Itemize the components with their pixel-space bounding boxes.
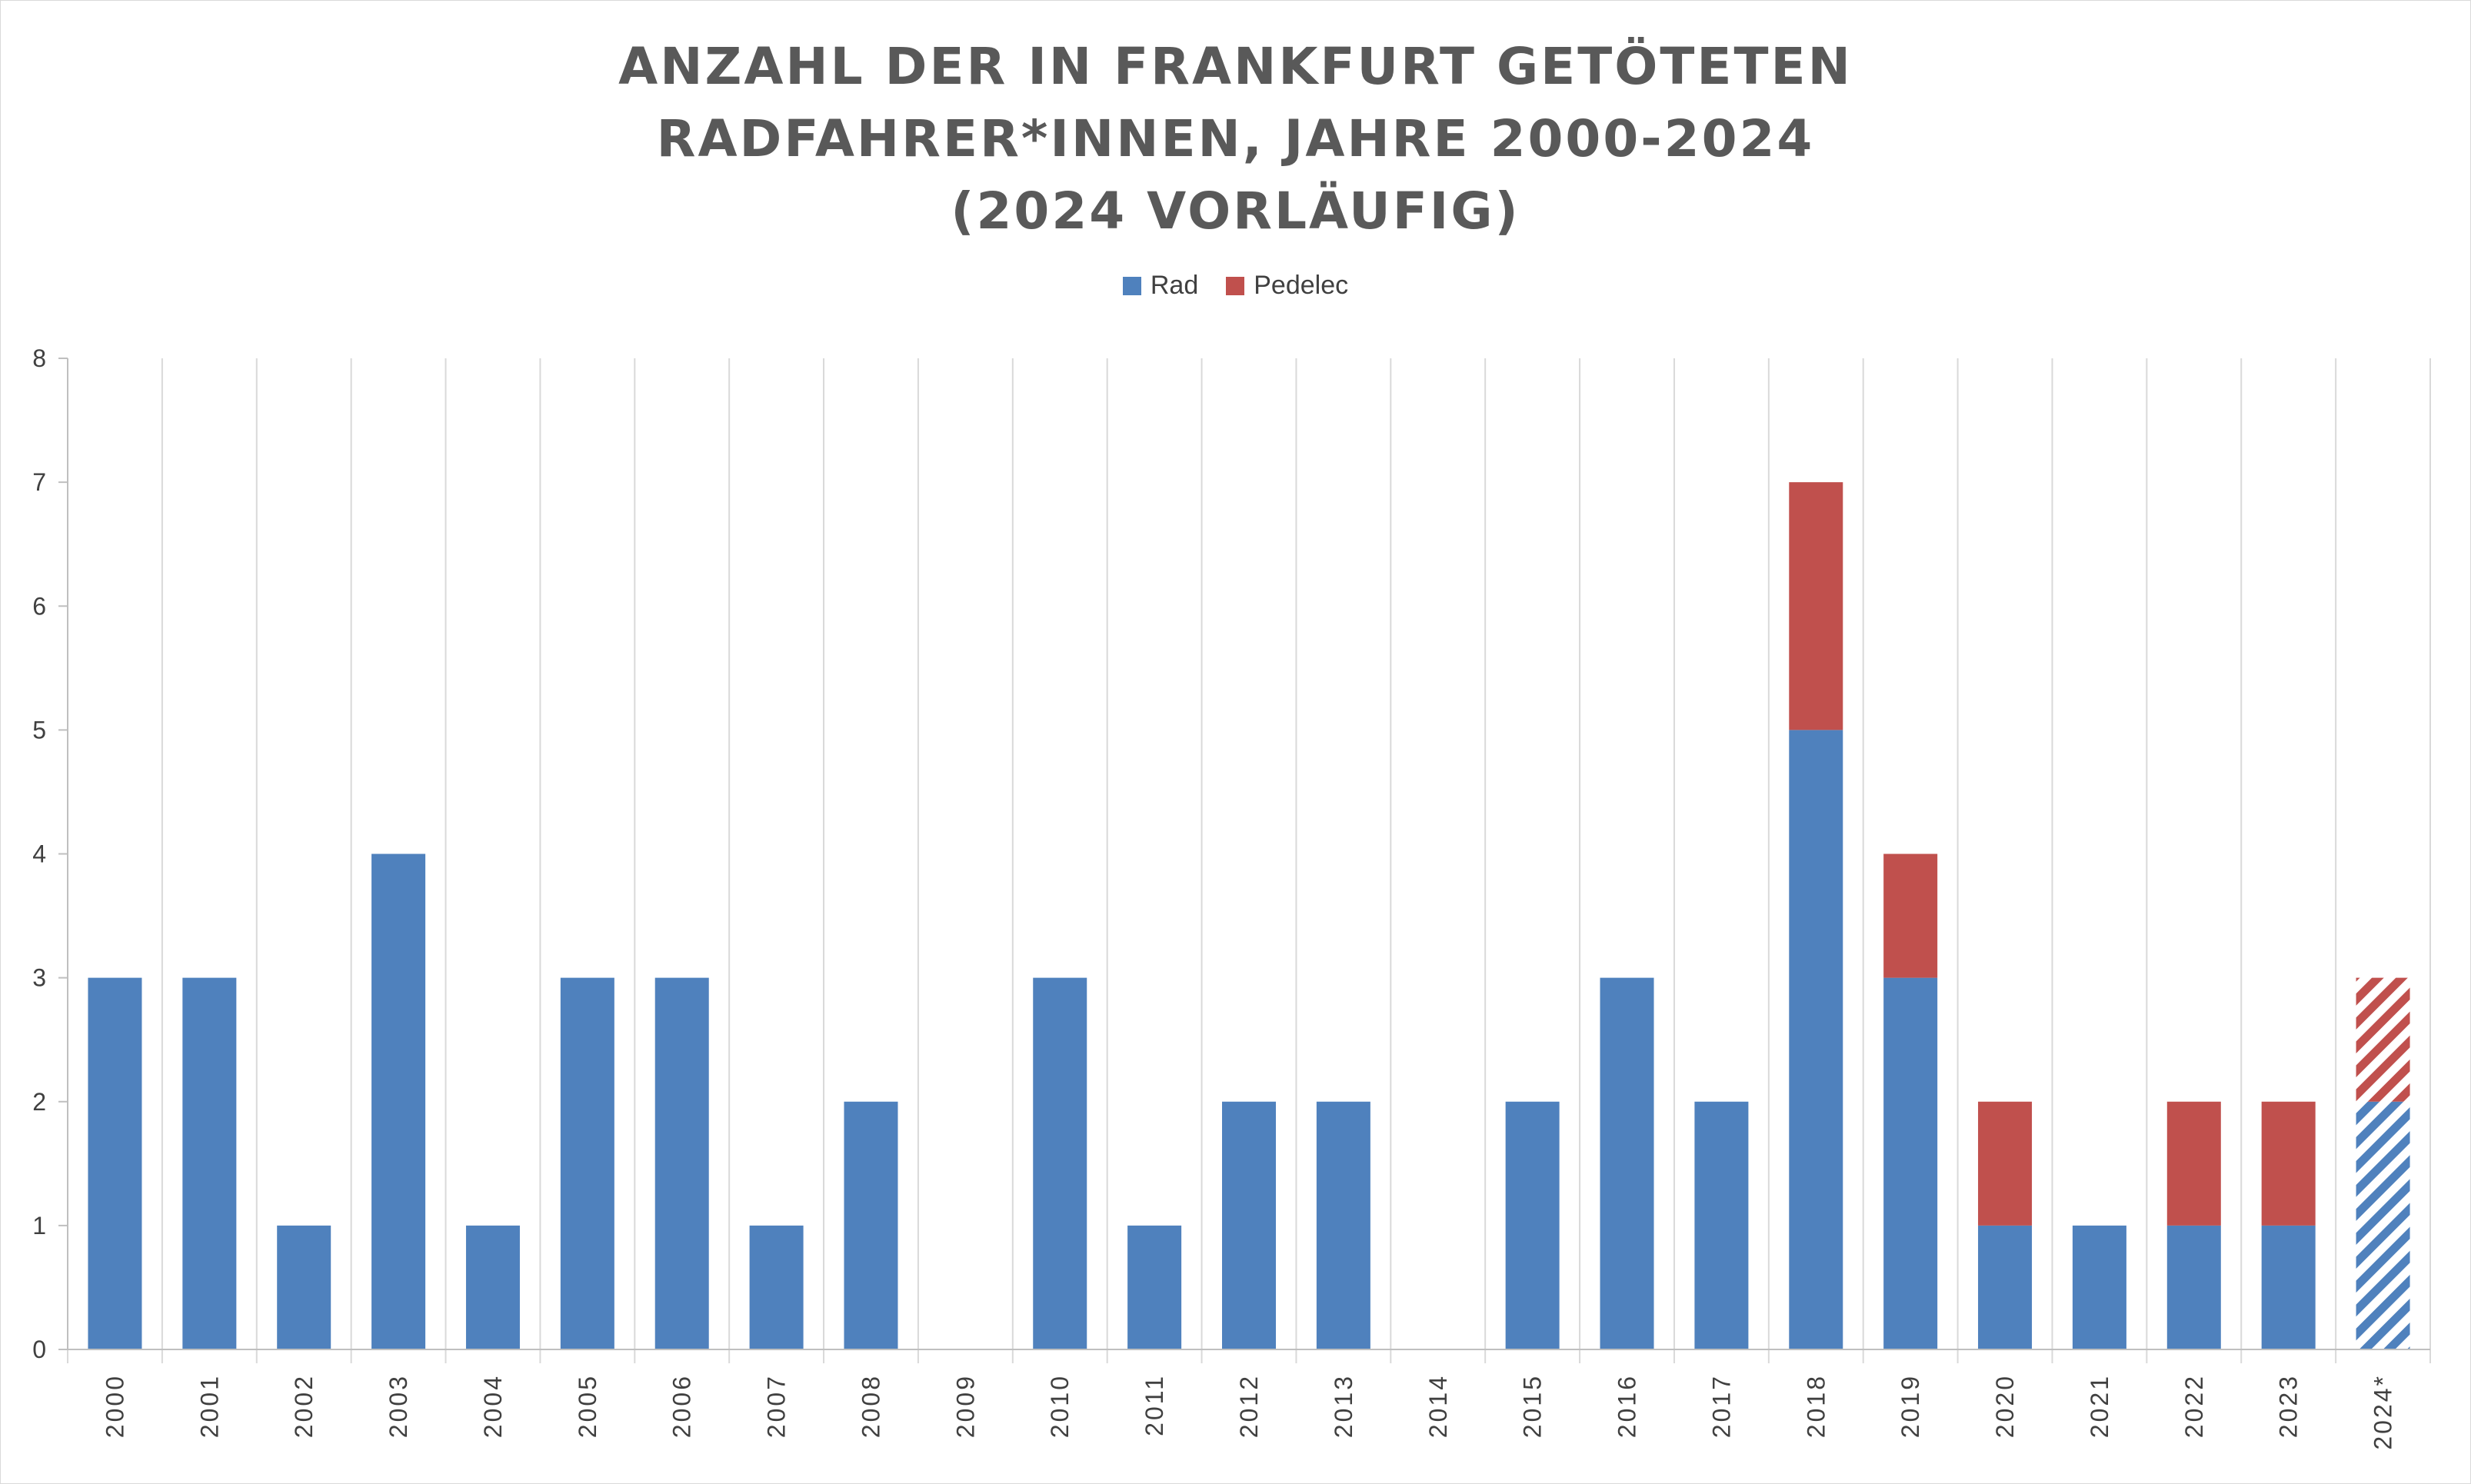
bar-pedelec-2020 [1978, 1101, 2033, 1226]
x-tick-label: 2014 [1424, 1374, 1452, 1438]
bar-rad-2023 [2261, 1225, 2316, 1349]
x-tick-label: 2010 [1046, 1374, 1074, 1438]
x-tick-label: 2018 [1802, 1374, 1830, 1438]
legend-item-rad: Rad [1122, 271, 1199, 301]
x-tick-label: 2024* [2369, 1374, 2397, 1450]
y-tick-label: 8 [32, 344, 46, 372]
chart-title-line-2: RADFAHRER*INNEN, JAHRE 2000-2024 [656, 109, 1815, 168]
x-tick-label: 2001 [195, 1374, 223, 1438]
bar-rad-2017 [1694, 1101, 1749, 1349]
bar-rad-2018 [1789, 730, 1843, 1349]
y-tick-label: 6 [32, 592, 46, 620]
bar-rad-2021 [2072, 1225, 2126, 1349]
x-tick-label: 2011 [1141, 1374, 1168, 1436]
legend-label-pedelec: Pedelec [1254, 271, 1349, 300]
bar-pedelec-2022 [2166, 1101, 2221, 1226]
x-tick-label: 2008 [857, 1374, 884, 1438]
bar-rad-2010 [1033, 977, 1087, 1349]
bar-rad-2008 [844, 1101, 898, 1349]
bar-pedelec-2018 [1789, 482, 1843, 730]
x-tick-label: 2013 [1330, 1374, 1357, 1438]
x-tick-label: 2017 [1707, 1374, 1735, 1438]
chart-title: ANZAHL DER IN FRANKFURT GETÖTETEN RADFAH… [0, 31, 2471, 248]
bar-rad-2016 [1600, 977, 1654, 1349]
bar-rad-2024 [2356, 1101, 2410, 1349]
legend-swatch-rad [1122, 276, 1141, 295]
bar-rad-2022 [2166, 1225, 2221, 1349]
legend-swatch-pedelec [1226, 276, 1245, 295]
y-tick-label: 1 [32, 1212, 46, 1239]
chart-title-line-3: (2024 VORLÄUFIG) [951, 181, 1520, 241]
chart-title-line-1: ANZAHL DER IN FRANKFURT GETÖTETEN [618, 37, 1853, 96]
x-tick-label: 2002 [290, 1374, 318, 1438]
legend-label-rad: Rad [1150, 271, 1199, 300]
x-tick-label: 2022 [2180, 1374, 2208, 1438]
bar-pedelec-2023 [2261, 1101, 2316, 1226]
bar-rad-2007 [749, 1225, 804, 1349]
legend-item-pedelec: Pedelec [1226, 271, 1348, 301]
bar-pedelec-2019 [1883, 853, 1938, 978]
y-tick-label: 0 [32, 1336, 46, 1363]
bar-rad-2000 [88, 977, 142, 1349]
x-tick-label: 2020 [1991, 1374, 2019, 1438]
bar-rad-2011 [1127, 1225, 1182, 1349]
y-tick-label: 2 [32, 1088, 46, 1116]
x-tick-label: 2004 [479, 1374, 507, 1438]
x-tick-label: 2016 [1613, 1374, 1641, 1438]
x-tick-label: 2021 [2086, 1374, 2113, 1438]
y-tick-label: 7 [32, 468, 46, 496]
y-tick-label: 3 [32, 964, 46, 992]
bar-pedelec-2024 [2356, 977, 2410, 1102]
bar-rad-2015 [1505, 1101, 1560, 1349]
bar-rad-2013 [1316, 1101, 1370, 1349]
bar-rad-2004 [465, 1225, 520, 1349]
chart-legend: Rad Pedelec [0, 271, 2471, 301]
bar-rad-2002 [277, 1225, 331, 1349]
bar-rad-2001 [182, 977, 237, 1349]
bar-rad-2012 [1222, 1101, 1276, 1349]
bar-rad-2020 [1978, 1225, 2033, 1349]
bar-rad-2005 [560, 977, 614, 1349]
x-tick-label: 2000 [101, 1374, 128, 1438]
x-tick-label: 2009 [951, 1374, 979, 1438]
bar-rad-2003 [371, 853, 426, 1349]
x-tick-label: 2003 [385, 1374, 412, 1438]
x-tick-label: 2005 [574, 1374, 601, 1438]
x-tick-label: 2007 [763, 1374, 791, 1438]
bar-rad-2006 [654, 977, 709, 1349]
bar-rad-2019 [1883, 977, 1938, 1349]
x-tick-label: 2006 [668, 1374, 696, 1438]
x-tick-label: 2012 [1235, 1374, 1263, 1438]
x-tick-label: 2023 [2275, 1374, 2303, 1438]
x-tick-label: 2019 [1897, 1374, 1924, 1438]
x-tick-label: 2015 [1519, 1374, 1547, 1438]
y-tick-label: 4 [32, 840, 46, 868]
y-tick-label: 5 [32, 716, 46, 744]
